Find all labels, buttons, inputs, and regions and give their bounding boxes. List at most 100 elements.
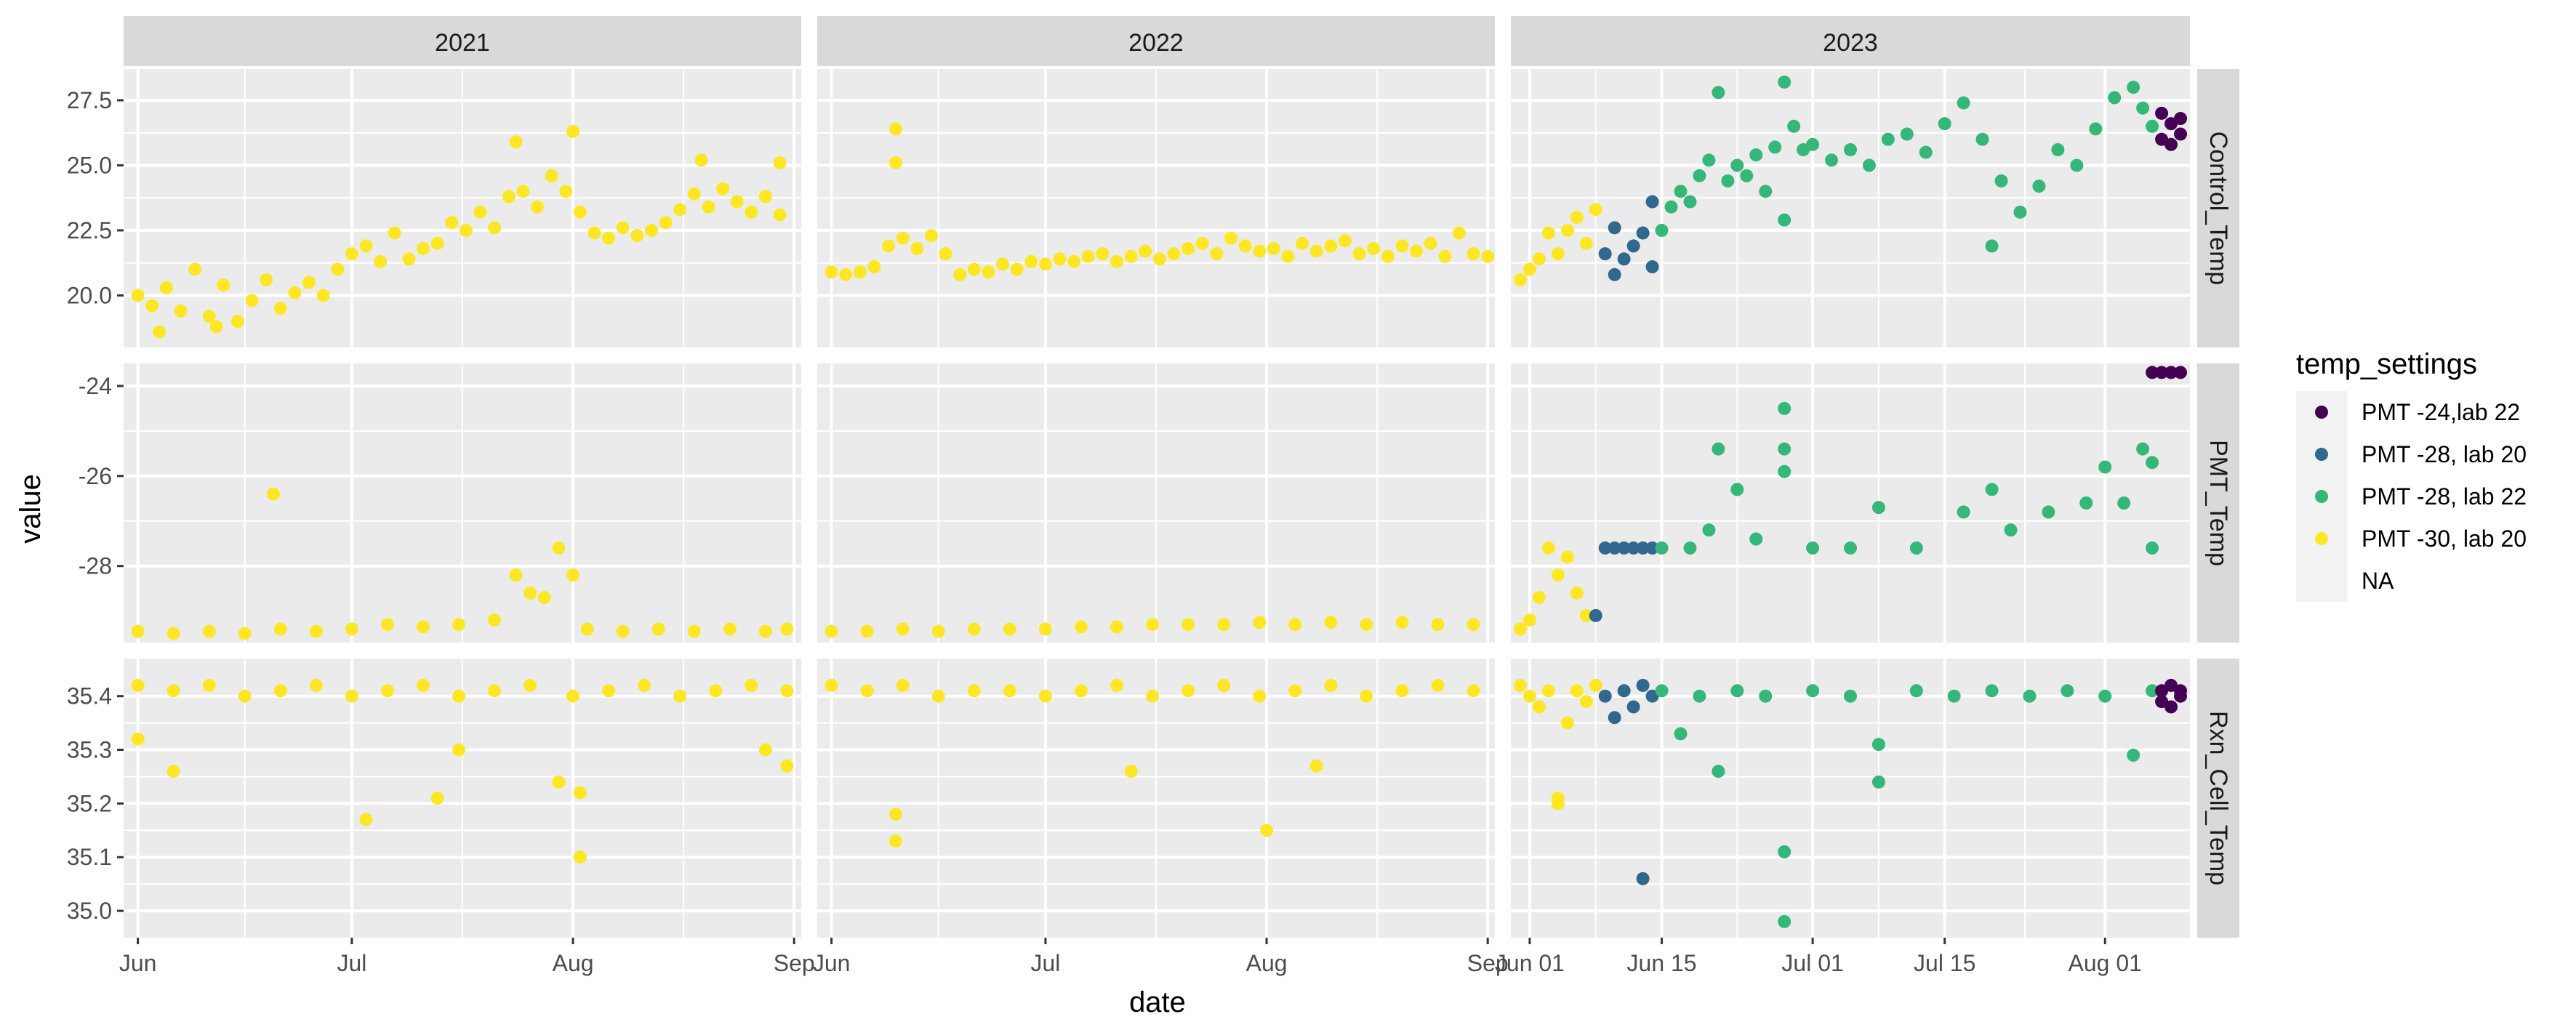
data-point: [1693, 689, 1706, 703]
data-point: [573, 786, 587, 800]
data-point: [1871, 501, 1885, 515]
data-point: [273, 622, 287, 636]
data-point: [473, 205, 487, 219]
data-point: [230, 315, 244, 329]
facet-strips: 2021 2022 2023 Control_Temp PMT_Temp Rxn_Cell…: [124, 16, 2239, 938]
data-point: [888, 808, 902, 821]
x-axis-title: date: [1129, 986, 1186, 1018]
data-point: [545, 169, 558, 182]
data-point: [1560, 223, 1574, 237]
data-point: [573, 850, 587, 864]
data-point: [716, 182, 730, 196]
data-point: [616, 221, 630, 235]
data-point: [1481, 249, 1495, 263]
data-point: [131, 624, 145, 638]
data-point: [2174, 366, 2188, 379]
data-point: [1683, 541, 1697, 555]
data-point: [345, 622, 358, 636]
data-point: [1038, 257, 1052, 271]
data-point: [145, 299, 159, 313]
data-point: [509, 135, 523, 149]
data-point: [1626, 541, 1640, 555]
data-point: [573, 205, 587, 219]
series-PMT-28-lab-22-2023-Rxn_Cell_Temp: [1655, 684, 2159, 928]
data-point: [2079, 496, 2093, 510]
data-point: [1693, 169, 1706, 182]
data-point: [780, 759, 794, 773]
data-point: [1288, 618, 1302, 632]
legend-swatch: [2315, 406, 2328, 419]
data-point: [1360, 618, 1373, 632]
data-point: [1067, 254, 1081, 268]
data-point: [1146, 618, 1160, 632]
data-point: [1152, 252, 1166, 266]
data-point: [953, 267, 967, 281]
data-point: [445, 216, 459, 230]
data-point: [1712, 765, 1725, 778]
data-point: [523, 586, 537, 600]
data-point: [267, 487, 281, 501]
data-point: [1778, 213, 1791, 227]
data-point: [1579, 608, 1593, 622]
strip-PMT_Temp: [2197, 363, 2239, 643]
data-point: [1806, 684, 1820, 698]
data-point: [1579, 695, 1593, 709]
y-tick-label: -24: [79, 373, 112, 399]
data-point: [644, 223, 658, 237]
y-tick-label: 22.5: [67, 217, 112, 244]
data-point: [374, 254, 388, 268]
data-point: [452, 689, 466, 703]
series-PMT-30-lab-20-2022-Control_Temp: [824, 122, 1495, 281]
data-point: [1181, 618, 1195, 632]
series-PMT-24-lab-22-2023-Control_Temp: [2155, 106, 2188, 151]
series-PMT-30-lab-20-2021-Rxn_Cell_Temp: [131, 678, 794, 864]
data-point: [1844, 689, 1857, 703]
x-tick-label: Sep: [1467, 950, 1509, 976]
y-tick-label: 35.4: [67, 683, 112, 709]
data-point: [1146, 689, 1160, 703]
data-point: [1985, 684, 1999, 698]
data-point: [1560, 550, 1574, 564]
series-PMT-24-lab-22-2023-PMT_Temp: [2146, 366, 2188, 379]
data-point: [1466, 247, 1480, 261]
data-point: [1589, 608, 1602, 622]
data-point: [2136, 442, 2150, 456]
data-point: [417, 241, 430, 255]
data-point: [166, 627, 180, 640]
data-point: [2070, 158, 2084, 172]
data-point: [2136, 101, 2150, 115]
data-point: [1253, 244, 1267, 258]
data-point: [1309, 244, 1323, 258]
data-point: [459, 223, 473, 237]
data-point: [502, 190, 515, 204]
data-point: [1759, 689, 1773, 703]
data-point: [309, 624, 323, 638]
panel-2023-Rxn_Cell_Temp: [1511, 659, 2190, 938]
data-point: [1871, 775, 1885, 789]
data-point: [1324, 239, 1338, 253]
data-point: [516, 185, 530, 198]
data-point: [967, 262, 981, 276]
legend-label: PMT -30, lab 20: [2362, 526, 2527, 552]
data-point: [1626, 700, 1640, 714]
data-point: [452, 618, 466, 632]
data-point: [882, 239, 896, 253]
data-point: [1778, 401, 1791, 415]
series-PMT-28-lab-22-2023-PMT_Temp: [1655, 401, 2159, 555]
data-point: [566, 124, 580, 138]
series-PMT-28-lab-20-2023-PMT_Temp: [1589, 541, 1659, 622]
y-tick-label: 25.0: [67, 152, 112, 178]
legend-title: temp_settings: [2296, 348, 2477, 380]
data-point: [1074, 684, 1088, 698]
data-point: [1862, 158, 1876, 172]
data-point: [1617, 541, 1631, 555]
data-point: [630, 229, 644, 243]
data-point: [1740, 169, 1754, 182]
data-point: [853, 265, 867, 279]
data-point: [1081, 249, 1095, 263]
data-point: [2164, 366, 2178, 379]
data-point: [309, 678, 323, 692]
data-point: [1551, 247, 1565, 261]
data-point: [1324, 616, 1338, 629]
data-point: [1985, 239, 1999, 253]
